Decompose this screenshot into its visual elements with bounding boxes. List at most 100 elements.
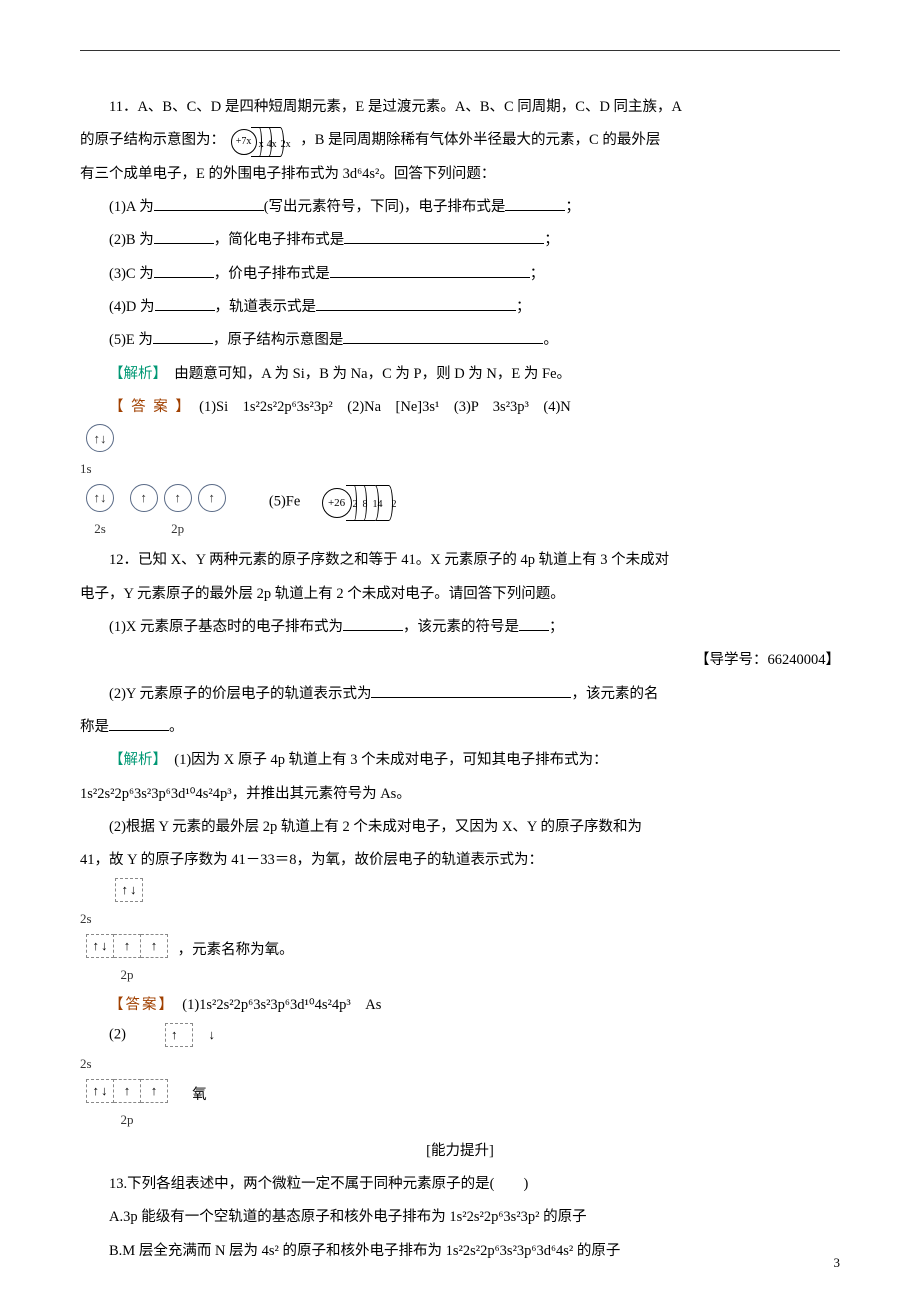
- q11-part2: (2)B 为 ，简化电子排布式是 ；: [80, 224, 840, 257]
- atom-diagram-a: +7x x 4x 2x: [231, 127, 295, 155]
- q11-stem2b: ，B 是同周期除稀有气体外半径最大的元素，C 的最外层: [300, 132, 660, 148]
- orbital-box: [86, 1079, 114, 1103]
- t: (1)A 为: [109, 199, 154, 215]
- orbital-box: [115, 878, 143, 902]
- analysis-label: 【解析】: [109, 752, 160, 768]
- t: ，轨道表示式是: [215, 299, 317, 315]
- orbital-2p: 2p: [86, 934, 168, 990]
- q12-part2-line2: 称是 。: [80, 711, 840, 744]
- t: (1)X 元素原子基态时的电子排布式为: [109, 619, 343, 635]
- t: (5)E 为: [109, 332, 153, 348]
- t: (2)B 为: [109, 232, 154, 248]
- answer-label: 【答案】: [109, 997, 168, 1013]
- orbital-label: 2s: [80, 1049, 840, 1079]
- blank: [371, 682, 571, 698]
- orbital-circle: ↑↓: [86, 424, 114, 452]
- t: 。: [543, 332, 558, 348]
- q11-part1: (1)A 为(写出元素符号，下同)，电子排布式是；: [80, 191, 840, 224]
- q11-orbital-row: ↑↓: [80, 424, 840, 452]
- q11-stem-line2: 的原子结构示意图为： +7x x 4x 2x ，B 是同周期除稀有气体外半径最大…: [80, 124, 840, 157]
- atom-shell1-label: x: [259, 133, 264, 156]
- orbital-box: [114, 934, 141, 958]
- fe-shell4: 2: [392, 493, 397, 516]
- q12-ans2-prefix: (2): [109, 1026, 130, 1042]
- blank: [343, 329, 543, 345]
- q12-part1: (1)X 元素原子基态时的电子排布式为，该元素的符号是；: [80, 611, 840, 644]
- t: ，该元素的名: [571, 686, 658, 702]
- q12-answer-line2: (2): [80, 1023, 840, 1047]
- blank: [316, 296, 516, 312]
- q11-part5: (5)E 为 ，原子结构示意图是 。: [80, 324, 840, 357]
- blank: [330, 262, 530, 278]
- q12-guide-number: 【导学号：66240004】: [80, 644, 840, 677]
- orbital-label: 2s: [80, 904, 840, 934]
- q12-analysis-line3: (2)根据 Y 元素的最外层 2p 轨道上有 2 个未成对电子，又因为 X、Y …: [80, 811, 840, 844]
- orbital-box: [86, 934, 114, 958]
- q11-stem-line3: 有三个成单电子，E 的外围电子排布式为 3d⁶4s²。回答下列问题：: [80, 158, 840, 191]
- fe-shell2: 8: [363, 493, 368, 516]
- atom-shell3-label: 2x: [281, 133, 291, 156]
- page-number: 3: [834, 1248, 841, 1278]
- atom-shell2-label: 4x: [267, 133, 277, 156]
- q12-after-orb: ，元素名称为氧。: [178, 942, 294, 958]
- q12-orbital-row-1: [80, 878, 840, 902]
- q12-analysis-line4: 41，故 Y 的原子序数为 41－33＝8，为氧，故价层电子的轨道表示式为：: [80, 844, 840, 877]
- t: ，简化电子排布式是: [214, 232, 345, 248]
- blank: [519, 615, 549, 631]
- q12-part2-line1: (2)Y 元素原子的价层电子的轨道表示式为，该元素的名: [80, 678, 840, 711]
- blank: [153, 329, 213, 345]
- orbital-circle: ↑↓: [86, 484, 114, 512]
- q11-stem2a: 的原子结构示意图为：: [80, 132, 225, 148]
- orbital-label: 2p: [86, 960, 168, 990]
- blank: [154, 229, 214, 245]
- q12-answer-line1: 【答案】 (1)1s²2s²2p⁶3s²3p⁶3d¹⁰4s²4p³ As: [80, 989, 840, 1022]
- orbital-label: 2p: [130, 514, 226, 544]
- t: ；: [530, 266, 545, 282]
- analysis-label: 【解析】: [109, 366, 160, 382]
- orbital-1s: ↑↓: [86, 424, 114, 452]
- q12-stem-line2: 电子，Y 元素原子的最外层 2p 轨道上有 2 个未成对电子。请回答下列问题。: [80, 578, 840, 611]
- q13-stem: 13.下列各组表述中，两个微粒一定不属于同种元素原子的是( ): [80, 1168, 840, 1201]
- q12-ans1: (1)1s²2s²2p⁶3s²3p⁶3d¹⁰4s²4p³ As: [168, 997, 382, 1013]
- t: (3)C 为: [109, 266, 154, 282]
- orbital-2s: [165, 1023, 193, 1047]
- orbital-2p: 2p: [86, 1079, 168, 1135]
- blank: [343, 615, 403, 631]
- orbital-circle: ↑: [164, 484, 192, 512]
- t: ，该元素的符号是: [403, 619, 519, 635]
- orbital-box: [114, 1079, 141, 1103]
- q13-option-a: A.3p 能级有一个空轨道的基态原子和核外电子排布为 1s²2s²2p⁶3s²3…: [80, 1201, 840, 1234]
- blank: [154, 196, 264, 212]
- orbital-2s: [115, 878, 143, 902]
- orbital-label: 2s: [86, 514, 114, 544]
- orbital-2p: ↑ ↑ ↑ 2p: [130, 484, 226, 544]
- t: (写出元素符号，下同)，电子排布式是: [264, 199, 506, 215]
- orbital-label: 2p: [86, 1105, 168, 1135]
- q11-stem-line1: 11．A、B、C、D 是四种短周期元素，E 是过渡元素。A、B、C 同周期，C、…: [80, 91, 840, 124]
- blank: [154, 262, 214, 278]
- orbital-circle: ↑: [198, 484, 226, 512]
- q11-analysis-text: 由题意可知，A 为 Si，B 为 Na，C 为 P，则 D 为 N，E 为 Fe…: [160, 366, 571, 382]
- t: 称是: [80, 719, 109, 735]
- t: ，原子结构示意图是: [213, 332, 344, 348]
- q11-part3: (3)C 为 ，价电子排布式是 ；: [80, 258, 840, 291]
- top-rule: [80, 50, 840, 51]
- atom-diagram-fe: +26 2 8 14 2: [322, 484, 412, 520]
- orbital-box: [141, 934, 168, 958]
- t: (1)因为 X 原子 4p 轨道上有 3 个未成对电子，可知其电子排布式为：: [160, 752, 608, 768]
- orbital-label: 1s: [80, 454, 840, 484]
- q11-ans-text: (1)Si 1s²2s²2p⁶3s²3p² (2)Na [Ne]3s¹ (3)P…: [185, 399, 571, 415]
- orbital-circle: ↑: [130, 484, 158, 512]
- blank: [505, 196, 565, 212]
- fe-shell3: 14: [373, 493, 383, 516]
- q11-part4: (4)D 为，轨道表示式是；: [80, 291, 840, 324]
- q12-stem-line1: 12．已知 X、Y 两种元素的原子序数之和等于 41。X 元素原子的 4p 轨道…: [80, 544, 840, 577]
- blank: [109, 715, 169, 731]
- t: ；: [544, 232, 559, 248]
- q12-ans2-suffix: 氧: [178, 1087, 207, 1103]
- q11-answer-line: 【 答 案 】 (1)Si 1s²2s²2p⁶3s²3p² (2)Na [Ne]…: [80, 391, 840, 424]
- orbital-box: [141, 1079, 168, 1103]
- answer-label: 【 答 案 】: [109, 399, 185, 415]
- t: ，价电子排布式是: [214, 266, 330, 282]
- t: 。: [169, 719, 184, 735]
